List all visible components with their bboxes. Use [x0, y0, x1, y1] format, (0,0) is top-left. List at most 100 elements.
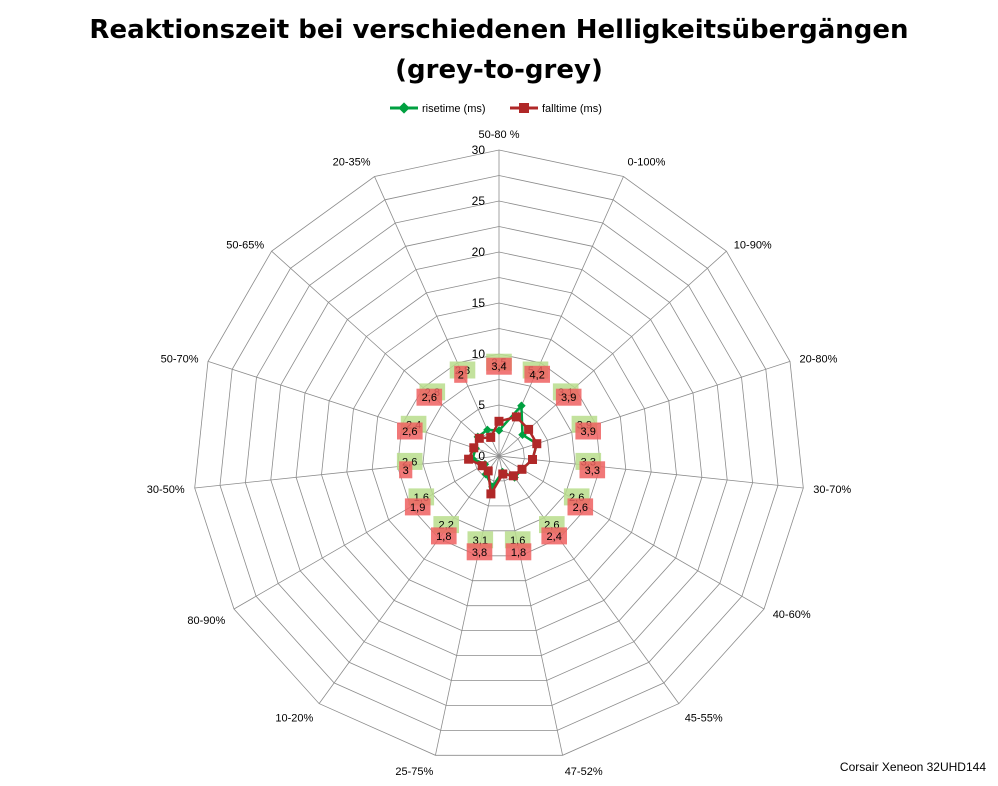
data-label-box — [505, 543, 532, 561]
radial-tick-label: 15 — [472, 296, 486, 310]
legend-label-risetime: risetime (ms) — [422, 103, 486, 115]
category-label: 0-100% — [628, 156, 666, 168]
category-labels: 50-80 % 0-100% 10-90% 20-80% 30-70% 40-60% 45-… — [147, 129, 852, 778]
axis-spoke — [271, 250, 500, 457]
radar-grid — [194, 149, 804, 756]
data-point — [524, 424, 534, 434]
legend-label-falltime: falltime (ms) — [542, 103, 602, 115]
grid-ring — [371, 328, 627, 582]
data-label-box — [399, 461, 413, 479]
legend-symbol-risetime — [398, 102, 410, 114]
data-label-box — [466, 543, 493, 561]
data-label: 4,2 — [524, 365, 550, 383]
grid-ring — [397, 353, 601, 557]
radial-tick-label: 10 — [472, 347, 486, 361]
axis-spoke — [207, 361, 500, 457]
data-label-text: 1,8 — [436, 531, 451, 543]
data-point — [486, 489, 496, 499]
grid-ring — [219, 175, 779, 731]
data-label-text: 2,6 — [402, 426, 417, 438]
data-labels: 2,55,43,13,93,32,62,61,63,12,21,62,62,42… — [396, 353, 606, 561]
grid-ring — [447, 404, 551, 507]
chart-title-line-2: (grey-to-grey) — [395, 55, 603, 85]
series-lines — [464, 401, 542, 499]
data-label: 3,3 — [579, 461, 606, 479]
data-label-text: 4,2 — [530, 369, 545, 381]
data-point — [477, 461, 487, 471]
data-label-box — [486, 357, 512, 375]
data-label-text: 3 — [403, 465, 409, 477]
data-label: 3,8 — [466, 543, 493, 561]
axis-spoke — [498, 361, 791, 457]
grid-ring — [270, 226, 728, 681]
grid-ring — [194, 149, 804, 756]
category-label: 50-70% — [161, 353, 199, 365]
category-label: 30-50% — [147, 484, 185, 496]
category-label: 80-90% — [187, 615, 225, 627]
data-label-text: 3,9 — [561, 392, 576, 404]
data-point — [494, 426, 504, 435]
axis-spoke — [498, 176, 624, 457]
data-label: 3,9 — [575, 422, 601, 440]
data-label-box — [416, 388, 443, 406]
axis-spoke — [233, 455, 500, 610]
grid-ring — [244, 200, 754, 706]
category-label: 50-80 % — [479, 129, 520, 141]
data-label-box — [579, 461, 606, 479]
data-label-text: 3,8 — [472, 547, 487, 559]
radial-tick-labels: 0 5 10 15 20 25 30 — [472, 143, 486, 463]
data-label: 3,9 — [555, 388, 582, 406]
category-label: 47-52% — [565, 766, 603, 778]
axis-spoke — [498, 455, 765, 610]
axis-spoke — [318, 455, 500, 704]
data-point — [469, 443, 479, 453]
data-point — [517, 401, 526, 410]
category-label: 20-35% — [333, 156, 371, 168]
grid-ring — [295, 251, 703, 656]
data-label-text: 3,4 — [491, 361, 506, 373]
data-label: 3 — [399, 461, 413, 479]
radial-tick-label: 25 — [472, 194, 486, 208]
grid-ring — [321, 277, 677, 631]
grid-ring — [422, 379, 576, 532]
category-label: 45-55% — [685, 713, 723, 725]
axis-spoke — [374, 176, 500, 457]
category-label: 25-75% — [395, 766, 433, 778]
axis-spoke — [498, 455, 804, 489]
data-point — [483, 466, 493, 476]
legend: risetime (ms) falltime (ms) — [390, 102, 602, 115]
chart-title: Reaktionszeit bei verschiedenen Helligke… — [0, 10, 998, 90]
axis-spoke — [435, 455, 500, 756]
data-label-box — [567, 498, 594, 516]
radar-axes — [194, 150, 804, 756]
data-label-text: 1,8 — [511, 547, 526, 559]
data-label: 3,4 — [486, 357, 512, 375]
category-label: 40-60% — [773, 609, 811, 621]
series-1 — [464, 412, 542, 499]
axis-spoke — [498, 250, 727, 457]
data-point — [532, 439, 542, 449]
data-label-text: 2,4 — [547, 531, 562, 543]
legend-symbol-falltime — [519, 103, 529, 113]
grid-ring — [346, 302, 652, 607]
data-label: 1,8 — [431, 527, 457, 545]
data-label-box — [397, 422, 423, 440]
axis-spoke — [194, 455, 500, 489]
series-line — [466, 415, 539, 498]
data-label-box — [541, 527, 567, 545]
radial-tick-label: 5 — [478, 398, 485, 412]
data-label-text: 3,3 — [585, 465, 600, 477]
category-label: 50-65% — [226, 240, 264, 252]
data-point — [464, 454, 474, 464]
data-label-text: 1,9 — [410, 502, 425, 514]
axis-spoke — [498, 455, 680, 704]
data-label-box — [555, 388, 582, 406]
data-point — [511, 412, 521, 422]
data-label-text: 2 — [458, 369, 464, 381]
data-point — [483, 425, 492, 435]
data-label: 2,4 — [541, 527, 567, 545]
category-label: 30-70% — [813, 484, 851, 496]
radial-tick-label: 0 — [478, 449, 485, 463]
footer-caption: Corsair Xeneon 32UHD144 — [839, 760, 986, 774]
